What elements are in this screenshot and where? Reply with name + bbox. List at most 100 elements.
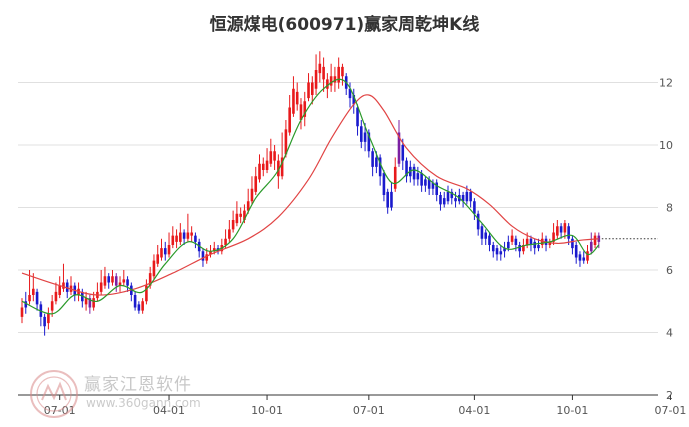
candle-body	[314, 70, 318, 89]
candle-body	[461, 195, 465, 202]
candle-body	[491, 245, 495, 252]
candle-body	[397, 132, 401, 164]
candle-body	[465, 191, 469, 202]
candle-body	[163, 248, 167, 255]
candle-body	[495, 248, 499, 255]
candle-body	[431, 182, 435, 189]
candle-body	[522, 245, 525, 252]
candle-body	[514, 238, 518, 245]
candle-body	[488, 235, 491, 245]
candle-body	[450, 191, 454, 199]
candle-body	[469, 191, 472, 202]
candle-body	[126, 279, 129, 286]
candle-body	[593, 235, 597, 245]
candle-body	[133, 295, 137, 308]
candle-body	[371, 151, 374, 167]
candle-body	[254, 176, 258, 192]
y-tick-label: 2	[666, 389, 673, 402]
candle-body	[537, 245, 540, 249]
candle-body	[386, 191, 389, 208]
candle-body	[518, 245, 521, 252]
candle-body	[390, 191, 393, 208]
candle-body	[186, 232, 190, 239]
candle-body	[307, 82, 310, 99]
candle-body	[152, 260, 156, 277]
candle-body	[416, 173, 420, 180]
candle-body	[47, 313, 50, 324]
candle-body	[367, 132, 371, 152]
y-tick-label: 6	[666, 264, 673, 277]
candle-body	[84, 298, 88, 305]
candle-body	[179, 232, 182, 242]
candle-body	[228, 229, 231, 239]
candle-body	[556, 226, 559, 236]
candle-body	[454, 198, 457, 202]
candle-body	[265, 160, 269, 170]
x-tick-label: 07-01	[654, 404, 686, 417]
y-tick-label: 4	[666, 327, 673, 340]
candle-body	[201, 251, 205, 261]
candle-body	[424, 179, 427, 186]
candle-body	[50, 301, 54, 311]
candle-body	[503, 248, 506, 252]
candle-body	[32, 288, 35, 295]
candle-body	[190, 232, 193, 236]
candle-body	[420, 173, 423, 186]
candle-body	[273, 151, 276, 161]
candle-body	[239, 213, 242, 217]
candle-body	[412, 166, 416, 180]
candle-body	[525, 238, 529, 245]
candle-body	[329, 76, 333, 86]
candle-body	[548, 241, 552, 245]
candle-body	[288, 107, 291, 133]
candle-body	[103, 276, 107, 286]
candle-body	[205, 254, 209, 261]
candle-body	[597, 235, 601, 242]
candle-body	[148, 273, 152, 286]
candle-body	[341, 66, 344, 77]
candle-body	[35, 291, 39, 305]
candle-body	[209, 251, 212, 255]
candle-body	[427, 179, 431, 189]
candle-body	[212, 248, 216, 252]
moving-average-layer	[21, 78, 658, 315]
candle-body	[401, 145, 405, 161]
candle-body	[435, 182, 438, 195]
candle-body	[578, 254, 582, 261]
candle-body	[231, 220, 235, 230]
candle-body	[375, 157, 378, 167]
candle-body	[175, 235, 178, 242]
candle-body	[167, 245, 171, 255]
candle-body	[137, 304, 141, 311]
candle-body	[58, 285, 61, 295]
candle-body	[322, 66, 325, 80]
candle-body	[99, 282, 103, 292]
candle-body	[299, 104, 303, 120]
candle-body	[145, 285, 148, 302]
candle-body	[363, 132, 367, 142]
candle-body	[333, 76, 337, 83]
candle-body	[194, 235, 197, 242]
candle-body	[141, 301, 144, 311]
candle-body	[284, 129, 288, 155]
candle-body	[582, 257, 586, 261]
candle-body	[235, 213, 239, 224]
candle-body	[571, 238, 574, 249]
grid-layer	[18, 82, 658, 396]
candle-body	[446, 191, 450, 202]
candle-body	[484, 232, 488, 239]
candle-body	[118, 282, 122, 286]
candle-body	[54, 291, 58, 302]
candle-body	[43, 316, 46, 327]
y-tick-label: 10	[659, 139, 673, 152]
candle-body	[246, 201, 250, 211]
candle-body	[356, 107, 359, 127]
candle-body	[405, 160, 408, 177]
candle-body	[111, 276, 114, 283]
candle-body	[224, 238, 227, 245]
x-tick-label: 07-01	[353, 404, 385, 417]
candle-body	[586, 251, 589, 261]
candle-body	[295, 91, 299, 105]
candle-body	[107, 276, 111, 283]
